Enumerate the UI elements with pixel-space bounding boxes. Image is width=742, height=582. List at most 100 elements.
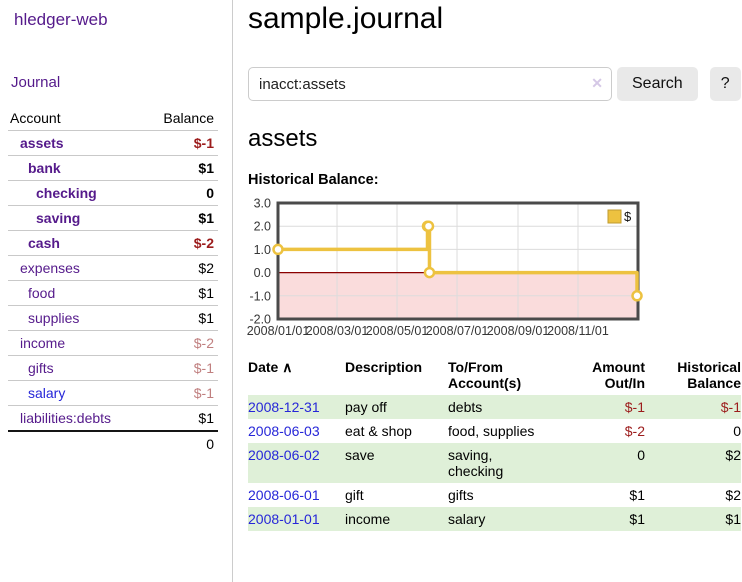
transaction-description: gift <box>345 487 364 503</box>
svg-text:2008/05/01: 2008/05/01 <box>366 324 429 338</box>
svg-text:-2.0: -2.0 <box>249 313 271 327</box>
accounts-total-value: 0 <box>144 430 218 456</box>
sidebar-account-link[interactable]: salary <box>28 385 66 401</box>
date-column-header[interactable]: Date ∧ <box>248 359 293 375</box>
svg-text:3.0: 3.0 <box>254 197 271 211</box>
account-row: expenses $2 <box>8 256 218 281</box>
search-box: ✕ <box>248 67 612 101</box>
chart-title: Historical Balance: <box>248 172 379 188</box>
account-balance: $-1 <box>193 360 214 376</box>
svg-text:2008/11/01: 2008/11/01 <box>547 324 609 338</box>
transaction-accounts: debts <box>448 399 483 415</box>
account-balance: 0 <box>206 185 214 201</box>
transaction-description: eat & shop <box>345 423 412 439</box>
legend-swatch <box>607 209 622 224</box>
transaction-accounts: gifts <box>448 487 474 503</box>
svg-text:$: $ <box>624 209 632 224</box>
total-spacer <box>8 430 145 456</box>
svg-text:2008/09/01: 2008/09/01 <box>487 324 550 338</box>
transaction-row: 2008-01-01 income salary $1 $1 <box>248 507 741 531</box>
transaction-date-link[interactable]: 2008-06-01 <box>248 487 320 503</box>
svg-text:1.0: 1.0 <box>254 243 271 257</box>
sidebar-account-link[interactable]: income <box>20 335 66 351</box>
accounts-table-header: Account Balance <box>8 106 218 131</box>
account-balance: $1 <box>198 160 214 176</box>
account-row: salary $-1 <box>8 381 218 406</box>
transaction-date-link[interactable]: 2008-12-31 <box>248 399 320 415</box>
svg-text:-1.0: -1.0 <box>249 289 271 303</box>
transaction-balance: $-1 <box>720 399 741 415</box>
app-title-link[interactable]: hledger-web <box>14 10 108 29</box>
account-row: food $1 <box>8 281 218 306</box>
account-balance: $-1 <box>193 135 214 151</box>
description-column-header: Description <box>345 359 423 375</box>
page-title: sample.journal <box>248 2 444 35</box>
account-balance: $-2 <box>193 235 214 251</box>
sidebar-account-link[interactable]: bank <box>28 160 61 176</box>
account-balance: $1 <box>198 210 214 226</box>
account-row: income $-2 <box>8 331 218 356</box>
account-row: gifts $-1 <box>8 356 218 381</box>
register-table: Date ∧ Description To/From Account(s) Am… <box>248 357 741 531</box>
transaction-date-link[interactable]: 2008-06-02 <box>248 447 320 463</box>
transaction-amount: $-1 <box>624 399 645 415</box>
svg-text:0.0: 0.0 <box>254 266 271 280</box>
sidebar: hledger-web Journal Account Balance asse… <box>0 0 233 582</box>
accounts-column-header: To/From Account(s) <box>448 359 522 391</box>
account-row: saving $1 <box>8 206 218 231</box>
account-row: assets $-1 <box>8 131 218 156</box>
transaction-accounts: food, supplies <box>448 423 535 439</box>
accounts-total-row: 0 <box>8 430 218 456</box>
transaction-row: 2008-06-01 gift gifts $1 $2 <box>248 483 741 507</box>
transaction-description: income <box>345 511 391 527</box>
account-row: checking 0 <box>8 181 218 206</box>
transaction-date-link[interactable]: 2008-06-03 <box>248 423 320 439</box>
sidebar-account-link[interactable]: saving <box>36 210 81 226</box>
sidebar-account-link[interactable]: food <box>28 285 56 301</box>
account-balance: $1 <box>198 410 214 426</box>
account-heading: assets <box>248 125 318 152</box>
svg-text:2008/03/01: 2008/03/01 <box>306 324 369 338</box>
transaction-description: save <box>345 447 375 463</box>
amount-column-header: Amount Out/In <box>592 359 645 391</box>
sidebar-item-journal[interactable]: Journal <box>11 74 61 91</box>
transaction-amount: $1 <box>629 487 645 503</box>
transaction-row: 2008-12-31 pay off debts $-1 $-1 <box>248 395 741 419</box>
transaction-balance: $2 <box>725 447 741 463</box>
search-form: ✕ Search ? <box>248 67 742 101</box>
search-input[interactable] <box>248 67 612 101</box>
account-balance: $-2 <box>193 335 214 351</box>
help-button[interactable]: ? <box>709 67 741 101</box>
sidebar-account-link[interactable]: assets <box>20 135 64 151</box>
svg-text:2008/07/01: 2008/07/01 <box>426 324 489 338</box>
svg-text:2.0: 2.0 <box>254 220 271 234</box>
account-column-header: Account <box>10 110 61 126</box>
register-header-row: Date ∧ Description To/From Account(s) Am… <box>248 357 741 395</box>
transaction-amount: 0 <box>637 447 645 463</box>
transaction-accounts: saving, checking <box>448 447 504 479</box>
transaction-balance: $2 <box>725 487 741 503</box>
svg-text:2008/01/01: 2008/01/01 <box>247 324 310 338</box>
transaction-date-link[interactable]: 2008-01-01 <box>248 511 320 527</box>
search-button[interactable]: Search <box>617 67 698 101</box>
accounts-balance-table: Account Balance assets $-1 bank $1 checking 0… <box>8 106 218 456</box>
transaction-balance: $1 <box>725 511 741 527</box>
transaction-balance: 0 <box>733 423 741 439</box>
clear-search-icon[interactable]: ✕ <box>591 75 603 91</box>
account-row: supplies $1 <box>8 306 218 331</box>
account-balance: $-1 <box>193 385 214 401</box>
sidebar-account-link[interactable]: gifts <box>28 360 54 376</box>
sidebar-account-link[interactable]: cash <box>28 235 60 251</box>
transaction-accounts: salary <box>448 511 486 527</box>
sidebar-account-link[interactable]: expenses <box>20 260 80 276</box>
sidebar-account-link[interactable]: supplies <box>28 310 80 326</box>
account-balance: $2 <box>198 260 214 276</box>
historical-balance-chart: $3.0 2.0 1.0 0.0 -1.0 -2.02008/01/012008/03/0… <box>247 197 643 338</box>
account-row: bank $1 <box>8 156 218 181</box>
sidebar-account-link[interactable]: liabilities:debts <box>20 410 112 426</box>
account-balance: $1 <box>198 310 214 326</box>
transaction-description: pay off <box>345 399 387 415</box>
sidebar-account-link[interactable]: checking <box>36 185 97 201</box>
sort-ascending-icon: ∧ <box>282 359 293 375</box>
transaction-row: 2008-06-03 eat & shop food, supplies $-2 0 <box>248 419 741 443</box>
